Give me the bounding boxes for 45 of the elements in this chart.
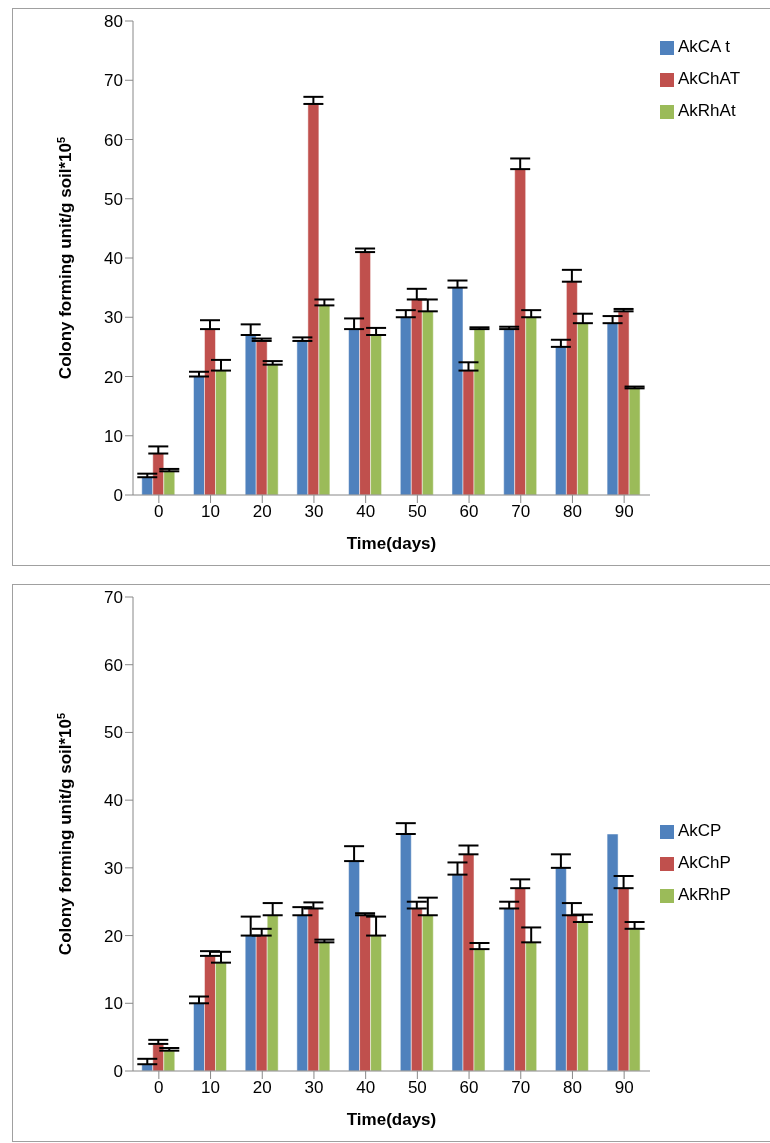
legend-label: AkCP: [678, 821, 722, 840]
legend-label: AkCA t: [678, 37, 730, 56]
x-tick-label: 0: [154, 1078, 164, 1098]
x-tick-label: 40: [356, 502, 376, 522]
y-tick-label: 80: [104, 12, 123, 32]
y-tick-label: 10: [104, 426, 123, 446]
y-tick-label: 40: [104, 791, 123, 811]
x-axis-title: Time(days): [346, 534, 437, 553]
x-tick-label: 90: [614, 502, 634, 522]
legend-label: AkRhP: [678, 885, 731, 904]
x-tick-label: 0: [154, 502, 164, 522]
y-tick-label: 0: [113, 486, 123, 506]
y-tick-label: 30: [104, 858, 123, 878]
x-tick-label: 20: [252, 1078, 272, 1098]
x-tick-label: 70: [511, 1078, 531, 1098]
x-tick-label: 60: [459, 502, 479, 522]
legend-label: AkChAT: [678, 69, 741, 88]
x-tick-label: 80: [562, 502, 582, 522]
x-tick-label: 10: [201, 1078, 221, 1098]
y-tick-label: 50: [104, 723, 123, 743]
y-tick-label: 70: [104, 71, 123, 91]
y-tick-label: 50: [104, 189, 123, 209]
y-tick-label: 20: [104, 367, 123, 387]
x-axis-title: Time(days): [346, 1110, 437, 1129]
x-tick-label: 30: [304, 502, 324, 522]
x-tick-label: 50: [407, 502, 427, 522]
x-tick-label: 40: [356, 1078, 376, 1098]
x-tick-label: 20: [252, 502, 272, 522]
y-tick-label: 60: [104, 130, 123, 150]
y-tick-label: 20: [104, 926, 123, 946]
x-tick-label: 10: [201, 502, 221, 522]
y-tick-label: 40: [104, 249, 123, 269]
x-tick-label: 50: [407, 1078, 427, 1098]
y-tick-label: 10: [104, 994, 123, 1014]
y-tick-label: 70: [104, 588, 123, 608]
legend-label: AkChP: [678, 853, 731, 872]
x-tick-label: 80: [562, 1078, 582, 1098]
y-tick-label: 60: [104, 655, 123, 675]
y-tick-label: 30: [104, 308, 123, 328]
x-tick-label: 70: [511, 502, 531, 522]
legend-label: AkRhAt: [678, 101, 736, 120]
y-tick-label: 0: [113, 1062, 123, 1082]
x-tick-label: 90: [614, 1078, 634, 1098]
x-tick-label: 30: [304, 1078, 324, 1098]
x-tick-label: 60: [459, 1078, 479, 1098]
